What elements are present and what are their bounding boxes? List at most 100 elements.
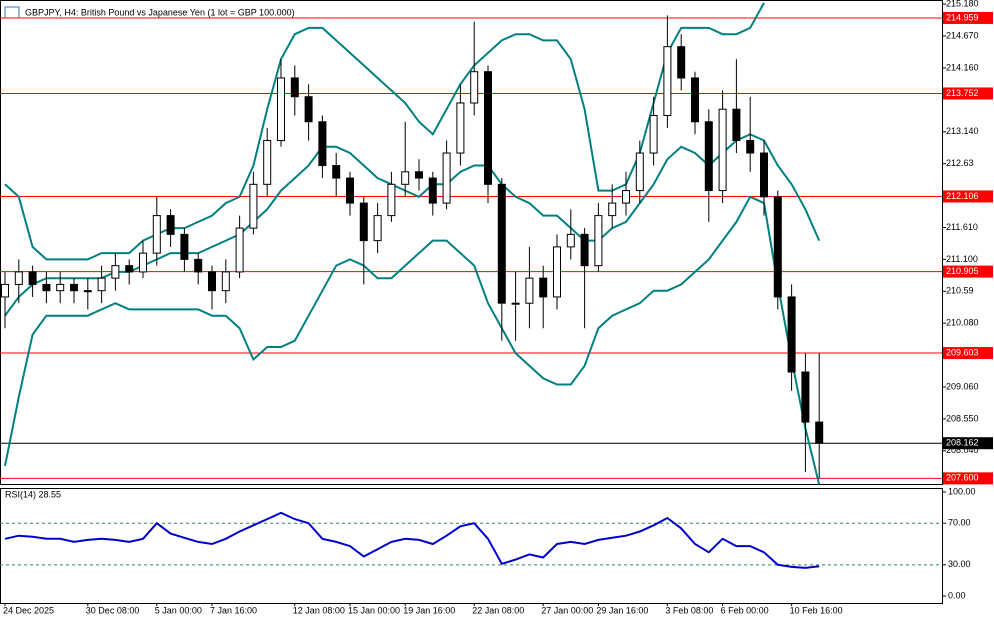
x-tick-label: 6 Feb 00:00 <box>721 605 769 615</box>
candle-body <box>415 171 423 179</box>
x-tick-label: 12 Jan 08:00 <box>293 605 345 615</box>
candle-body <box>290 77 299 98</box>
rsi-panel <box>0 488 943 604</box>
candle-body <box>704 121 713 192</box>
candle-body <box>594 215 603 267</box>
level-tag <box>943 265 993 278</box>
x-tick-label: 15 Jan 00:00 <box>348 605 400 615</box>
candle-body <box>539 277 548 298</box>
candle-body <box>677 46 686 79</box>
y-tick-label: 210.59 <box>946 286 974 296</box>
candle-body <box>566 233 575 248</box>
candle-body <box>801 371 810 423</box>
y-tick-label: 208.550 <box>946 413 979 423</box>
candle-body <box>456 102 465 154</box>
y-tick-label: 209.060 <box>946 381 979 391</box>
x-tick-label: 19 Jan 16:00 <box>403 605 455 615</box>
candle-body <box>318 121 327 167</box>
x-tick-label: 27 Jan 00:00 <box>541 605 593 615</box>
candle-body <box>235 227 244 273</box>
candle-body <box>97 277 106 292</box>
level-tag <box>943 11 993 24</box>
candle-body <box>359 202 368 242</box>
x-tick-label: 5 Jan 00:00 <box>155 605 202 615</box>
candle-body <box>760 152 768 198</box>
candle-body <box>277 77 285 142</box>
band-lower <box>4 195 821 485</box>
level-tag <box>943 87 993 100</box>
last-price-tag <box>943 437 993 450</box>
rsi-line <box>4 511 820 569</box>
last-price-label: 208.162 <box>946 438 979 448</box>
y-tick-label: 215.180 <box>946 0 979 9</box>
symbol-icon <box>4 6 20 19</box>
candle-body <box>691 77 699 123</box>
candle-body <box>56 283 65 292</box>
candle-body <box>815 421 824 444</box>
level-label: 214.959 <box>946 12 979 22</box>
candle-body <box>373 215 382 242</box>
y-tick-label: 100.00 <box>948 486 976 496</box>
candle-body <box>718 108 727 192</box>
x-tick-label: 3 Feb 08:00 <box>665 605 713 615</box>
y-tick-label: 0.00 <box>948 590 966 600</box>
candle-body <box>484 71 492 185</box>
candle-body <box>732 108 741 142</box>
x-tick-label: 10 Feb 16:00 <box>790 605 843 615</box>
candle-body <box>525 277 534 304</box>
y-tick-label: 211.610 <box>946 222 978 232</box>
candle-body <box>401 171 410 185</box>
level-tag <box>943 347 993 360</box>
candle-body <box>622 190 630 204</box>
y-tick-label: 214.160 <box>946 62 979 72</box>
candle-body <box>152 215 161 254</box>
candle-body <box>442 152 451 204</box>
candle-body <box>1 283 9 298</box>
candle-body <box>553 246 561 298</box>
x-tick-label: 30 Dec 08:00 <box>86 605 140 615</box>
candle-body <box>249 183 258 229</box>
x-tick-label: 24 Dec 2025 <box>3 605 54 615</box>
x-tick-label: 22 Jan 08:00 <box>472 605 524 615</box>
candle-body <box>387 183 396 217</box>
candle-body <box>111 265 120 279</box>
y-tick-label: 213.140 <box>946 126 979 136</box>
y-tick-label: 208.040 <box>946 445 979 455</box>
candle-body <box>635 152 644 192</box>
band-middle <box>4 133 821 317</box>
candle-body <box>332 165 341 179</box>
candle-body <box>304 96 313 123</box>
level-label: 210.905 <box>946 266 979 276</box>
candle-body <box>221 271 230 292</box>
y-tick-label: 214.670 <box>946 30 979 40</box>
chart-title: GBPJPY, H4: British Pound vs Japanese Ye… <box>25 7 295 17</box>
candle-body <box>208 271 216 292</box>
candle-body <box>139 252 147 273</box>
candle-body <box>511 302 520 305</box>
candle-body <box>83 290 92 293</box>
level-tag <box>943 190 993 203</box>
candle-body <box>649 114 658 154</box>
candle-body <box>125 265 134 273</box>
candle-body <box>42 283 51 292</box>
x-tick-label: 7 Jan 16:00 <box>210 605 257 615</box>
candle-body <box>580 233 589 267</box>
candle-body <box>746 140 755 154</box>
candle-body <box>497 183 506 304</box>
y-tick-label: 212.63 <box>946 158 974 168</box>
candle-body <box>470 71 479 104</box>
candle-body <box>28 271 37 285</box>
candle-body <box>70 283 78 292</box>
level-tag <box>943 472 993 485</box>
level-label: 209.603 <box>946 347 979 357</box>
level-label: 207.600 <box>946 473 979 483</box>
candle-body <box>663 46 672 116</box>
candle-body <box>787 296 796 373</box>
candle-body <box>14 271 23 285</box>
y-tick-label: 70.00 <box>948 518 971 528</box>
candle-body <box>263 140 272 185</box>
candle-body <box>194 258 203 273</box>
y-tick-label: 211.100 <box>946 254 978 264</box>
main-panel <box>0 0 943 485</box>
